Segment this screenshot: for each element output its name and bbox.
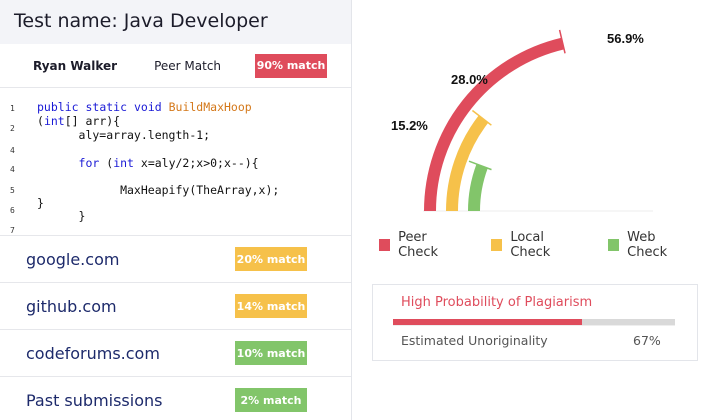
code-line: MaxHeapify(TheArray,x); [37,183,280,197]
source-name: codeforums.com [26,343,160,363]
line-number: 6 [10,206,15,215]
source-match-badge: 14% match [235,294,307,318]
similarity-gauge-chart: 56.9% 28.0% 15.2% [391,29,653,212]
legend-item-local: Local Check [491,230,582,260]
peer-match-label: Peer Match [154,58,222,73]
gauge-leader-line [558,29,566,54]
code-line: public static void BuildMaxHoop [37,100,252,114]
code-line: for (int x=aly/2;x>0;x--){ [78,156,259,170]
test-title: Test name: Java Developer [14,10,268,32]
code-line: aly=array.length-1; [37,128,211,142]
source-match-badge: 10% match [235,341,307,365]
legend-label: Web Check [627,230,668,260]
source-name: google.com [26,249,120,269]
gauge-leader-line [468,160,492,171]
line-number: 2 [10,124,15,133]
unoriginality-label: Estimated Unoriginality [401,333,548,348]
legend-swatch [491,239,503,251]
source-match-badge: 2% match [235,388,307,412]
code-line: } [37,196,44,210]
summary-panel: 56.9% 28.0% 15.2% Peer Check Local Check W… [353,0,720,420]
source-match-badge: 20% match [235,247,307,271]
line-number: 4 [10,146,15,155]
code-viewer: 1 2 4 4 5 6 7 public static void BuildMa… [0,88,351,236]
gauge-arc-web-check [468,164,488,212]
source-name: Past submissions [26,390,163,410]
unoriginality-value: 67% [633,333,661,348]
chart-legend: Peer Check Local Check Web Check [379,230,720,260]
gauge-arc-local-check [446,115,489,212]
legend-swatch [608,239,620,251]
gauge-value-label: 15.2% [391,118,428,133]
legend-swatch [379,239,391,251]
unoriginality-progress-track [393,319,675,325]
gauge-value-label: 56.9% [607,31,644,46]
peer-match-row[interactable]: Ryan Walker Peer Match 90% match [0,44,351,88]
legend-item-peer: Peer Check [379,230,465,260]
peer-match-badge: 90% match [255,53,328,78]
line-number: 7 [10,226,15,235]
plagiarism-summary-card: High Probability of Plagiarism Estimated… [372,284,698,361]
results-panel: Test name: Java Developer Ryan Walker Pe… [0,0,352,420]
line-number: 1 [10,104,15,113]
gauge-leader-line [471,109,492,126]
test-header: Test name: Java Developer [0,0,351,44]
unoriginality-progress-fill [393,319,582,325]
candidate-name: Ryan Walker [33,58,118,73]
source-row-past-submissions[interactable]: Past submissions 2% match [0,377,351,420]
divider [393,325,675,326]
source-row-google[interactable]: google.com 20% match [0,236,351,283]
legend-label: Local Check [510,230,551,260]
gauge-arc-peer-check [424,37,565,212]
source-name: github.com [26,296,117,316]
code-line: } [37,209,86,223]
source-row-github[interactable]: github.com 14% match [0,283,351,330]
plagiarism-title: High Probability of Plagiarism [401,295,593,310]
line-number: 4 [10,165,15,174]
legend-item-web: Web Check [608,230,694,260]
source-row-codeforums[interactable]: codeforums.com 10% match [0,330,351,377]
code-line: (int[] arr){ [37,114,121,128]
gauge-value-label: 28.0% [451,72,488,87]
legend-label: Peer Check [398,230,439,260]
line-number: 5 [10,186,15,195]
